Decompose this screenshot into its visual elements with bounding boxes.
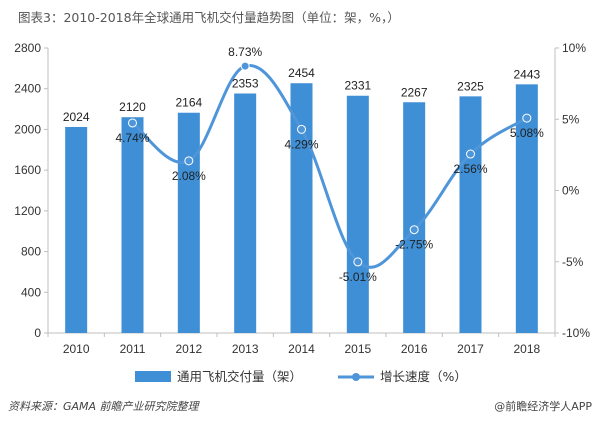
bar-value-label: 2454 xyxy=(288,66,315,80)
line-point xyxy=(128,118,137,128)
line-value-label: 5.08% xyxy=(510,126,544,140)
left-tick-label: 800 xyxy=(21,245,41,259)
left-tick-label: 400 xyxy=(21,285,41,299)
line-value-label: 8.73% xyxy=(228,45,262,59)
line-value-label: -5.01% xyxy=(339,270,377,284)
line-point xyxy=(240,61,250,71)
line-value-label: 2.08% xyxy=(172,169,206,183)
growth-rate-line xyxy=(131,64,528,269)
x-tick-label: 2012 xyxy=(175,342,202,356)
x-tick-label: 2011 xyxy=(120,342,146,356)
bar-value-label: 2353 xyxy=(232,76,259,90)
left-tick-label: 1200 xyxy=(14,204,41,218)
right-tick-label: -5% xyxy=(562,255,584,269)
left-tick-label: 2000 xyxy=(14,122,41,136)
line-point xyxy=(184,156,194,166)
legend-bar-swatch xyxy=(135,371,171,382)
right-tick-label: -10% xyxy=(562,326,590,340)
bar xyxy=(177,112,200,333)
line-value-label: 4.74% xyxy=(115,131,149,145)
x-tick-label: 2014 xyxy=(288,342,315,356)
bar-value-label: 2267 xyxy=(401,85,428,99)
legend-bar-label: 通用飞机交付量（架） xyxy=(177,369,302,384)
bar-value-label: 2325 xyxy=(457,79,484,93)
line-point xyxy=(466,149,475,159)
bar xyxy=(234,93,257,333)
bar xyxy=(290,83,313,333)
bar xyxy=(459,96,482,334)
bar xyxy=(515,84,538,334)
left-tick-label: 0 xyxy=(34,326,41,340)
line-point xyxy=(409,225,419,235)
line-point xyxy=(353,257,363,267)
bar xyxy=(121,117,144,333)
line-value-label: 2.56% xyxy=(453,162,487,176)
line-value-label: -2.75% xyxy=(395,238,433,252)
x-tick-label: 2017 xyxy=(457,342,484,356)
legend-line-label: 增长速度（%） xyxy=(380,369,467,384)
credit-watermark: @前瞻经济学人APP xyxy=(494,399,592,413)
left-tick-label: 1600 xyxy=(14,163,41,177)
x-tick-label: 2016 xyxy=(401,342,428,356)
bar-value-label: 2024 xyxy=(63,110,90,124)
bar-value-label: 2164 xyxy=(175,96,202,110)
line-point xyxy=(522,113,532,123)
x-tick-label: 2013 xyxy=(232,342,259,356)
right-tick-label: 0% xyxy=(562,184,580,198)
bar xyxy=(65,126,88,333)
source-note: 资料来源：GAMA 前瞻产业研究院整理 xyxy=(8,400,201,413)
line-point xyxy=(297,124,306,134)
legend: 通用飞机交付量（架） 增长速度（%） xyxy=(135,369,467,384)
right-tick-label: 5% xyxy=(562,112,580,126)
chart-title: 图表3：2010-2018年全球通用飞机交付量趋势图（单位：架，%，） xyxy=(18,10,400,25)
bar xyxy=(403,102,426,333)
x-tick-label: 2015 xyxy=(344,342,371,356)
x-tick-label: 2010 xyxy=(63,342,90,356)
left-tick-label: 2800 xyxy=(14,41,41,55)
legend-line-marker xyxy=(352,373,360,381)
bar-value-label: 2443 xyxy=(513,67,540,81)
right-tick-label: 10% xyxy=(562,41,586,55)
plot-area: 0 400 800 1200 1600 2000 2400 2800 -10% -5% 0% 5% 10… xyxy=(14,41,590,356)
bar-value-label: 2120 xyxy=(119,100,146,114)
line-value-label: 4.29% xyxy=(284,137,318,151)
x-tick-label: 2018 xyxy=(513,342,540,356)
bar-value-label: 2331 xyxy=(344,79,371,93)
left-tick-label: 2400 xyxy=(14,82,41,96)
bar xyxy=(346,95,369,333)
